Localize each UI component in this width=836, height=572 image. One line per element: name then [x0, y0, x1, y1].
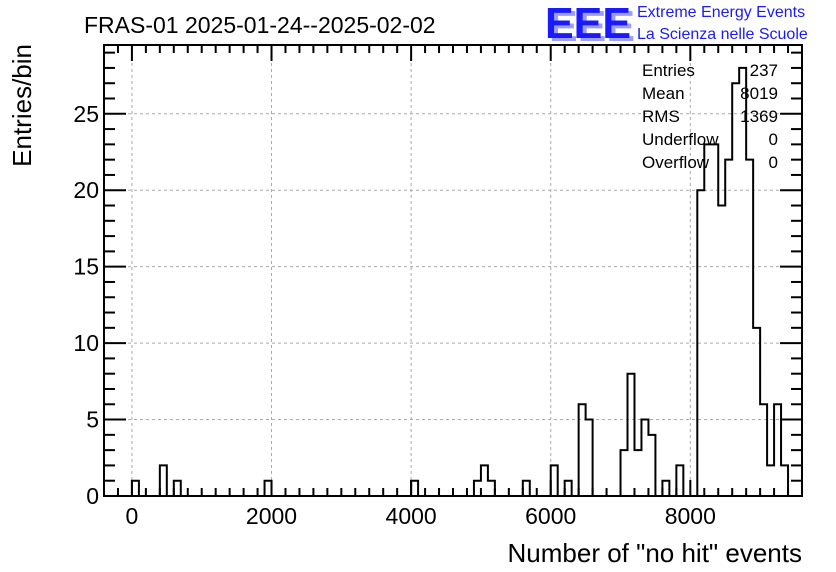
histogram-outline: [130, 66, 790, 496]
y-tick-label: 15: [73, 254, 99, 280]
stats-label: RMS: [642, 107, 680, 126]
y-tick-labels: 0 5 10 15 20 25: [73, 101, 99, 509]
grid-lines: [104, 45, 802, 496]
stats-label: Overflow: [642, 153, 710, 172]
x-tick-label: 2000: [246, 503, 297, 529]
eee-logo-line1: Extreme Energy Events: [637, 4, 805, 21]
stats-label: Underflow: [642, 130, 719, 149]
y-tick-label: 20: [73, 177, 99, 203]
x-axis-title: Number of "no hit" events: [508, 538, 803, 568]
y-tick-label: 25: [73, 101, 99, 127]
x-tick-label: 4000: [386, 503, 437, 529]
eee-logo-mark: EEE: [545, 0, 631, 48]
x-tick-labels: 0 2000 4000 6000 8000: [126, 503, 716, 529]
y-tick-label: 5: [86, 407, 99, 433]
y-tick-label: 10: [73, 330, 99, 356]
y-axis-title: Entries/bin: [7, 44, 37, 167]
stats-value: 8019: [740, 84, 778, 103]
x-tick-label: 0: [126, 503, 139, 529]
stats-label: Mean: [642, 84, 685, 103]
stats-value: 0: [769, 153, 778, 172]
eee-logo-line2: La Scienza nelle Scuole: [637, 26, 808, 43]
y-tick-label: 0: [86, 483, 99, 509]
x-tick-label: 8000: [665, 503, 716, 529]
stats-value: 1369: [740, 107, 778, 126]
eee-logo: EEE EEE Extreme Energy Events La Scienza…: [545, 0, 808, 51]
x-tick-label: 6000: [525, 503, 576, 529]
stats-value: 237: [750, 61, 778, 80]
stats-label: Entries: [642, 61, 695, 80]
chart-title: FRAS-01 2025-01-24--2025-02-02: [84, 12, 436, 38]
stats-box: Entries 237 Mean 8019 RMS 1369 Underflow 0 Overf…: [642, 61, 778, 172]
stats-value: 0: [769, 130, 778, 149]
axis-ticks: [103, 45, 803, 497]
eee-logo-shadow: EEE: [549, 2, 635, 51]
